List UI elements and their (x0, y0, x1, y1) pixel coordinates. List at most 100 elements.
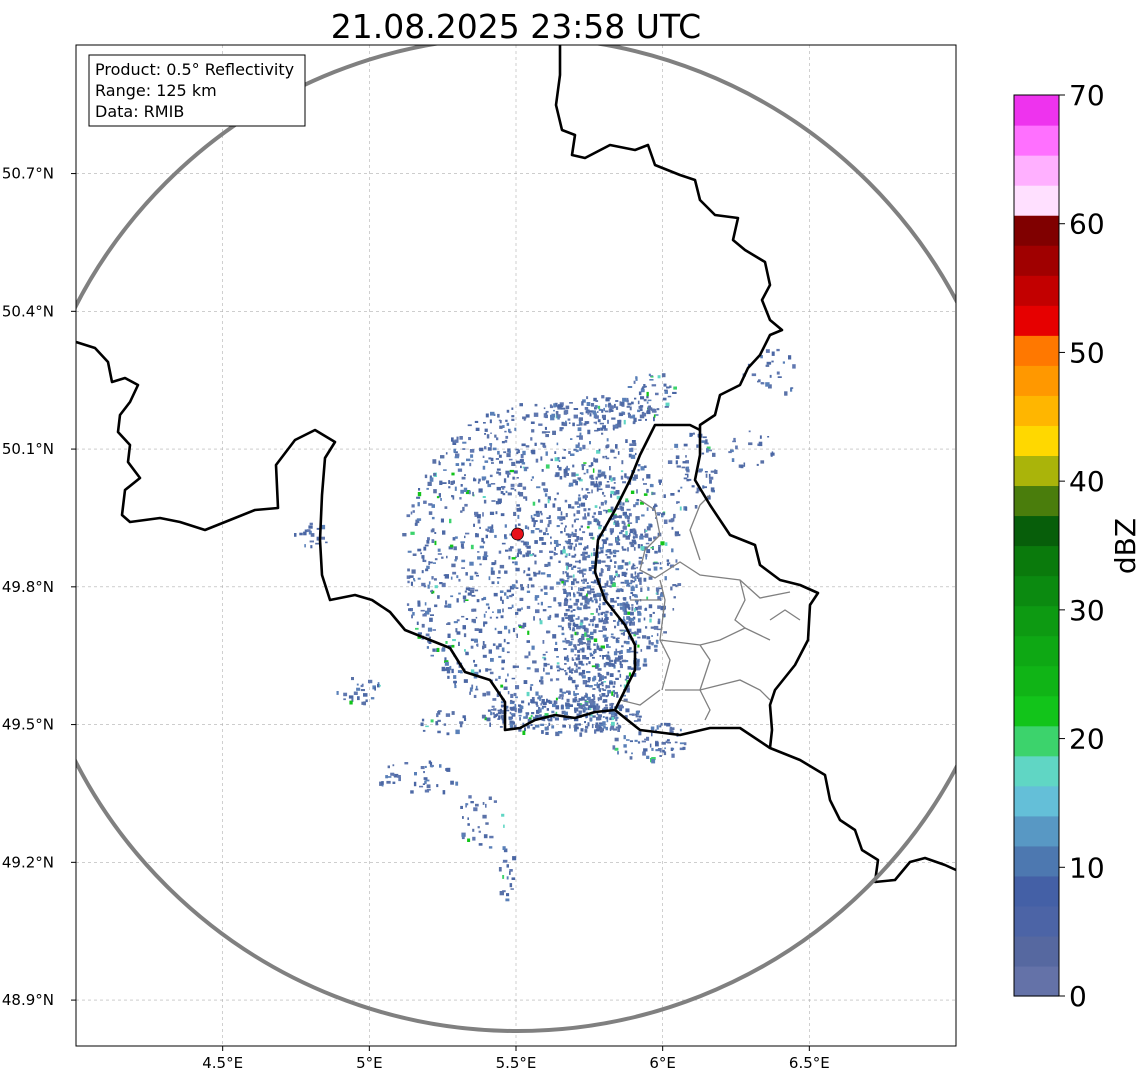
echo-pixel (602, 491, 605, 495)
echo-pixel (430, 654, 434, 657)
echo-pixel (627, 547, 629, 552)
echo-pixel (614, 659, 617, 663)
echo-pixel (576, 700, 580, 703)
echo-pixel (444, 574, 449, 579)
echo-pixel (619, 629, 624, 632)
echo-pixel (622, 548, 627, 551)
echo-pixel (481, 598, 484, 601)
echo-pixel (634, 631, 637, 634)
echo-pixel (554, 717, 559, 721)
echo-pixel (548, 519, 552, 525)
echo-pixel (638, 419, 642, 421)
echo-pixel (515, 580, 518, 584)
echo-pixel (431, 539, 435, 543)
echo-pixel (613, 651, 618, 656)
echo-pixel (546, 574, 551, 578)
echo-pixel (583, 508, 587, 512)
echo-pixel (635, 502, 639, 506)
echo-pixel (629, 621, 632, 626)
echo-pixel (406, 603, 410, 606)
echo-pixel (550, 715, 553, 720)
echo-pixel (483, 422, 486, 424)
echo-pixel (410, 790, 414, 794)
echo-pixel (702, 486, 707, 489)
echo-pixel (653, 625, 659, 630)
echo-pixel (620, 588, 624, 592)
echo-pixel (566, 657, 570, 662)
echo-pixel (539, 698, 541, 701)
echo-pixel (561, 691, 566, 694)
echo-pixel (657, 621, 661, 625)
echo-pixel (637, 464, 641, 467)
echo-pixel (564, 637, 567, 640)
echo-pixel (565, 580, 569, 583)
echo-pixel (509, 469, 514, 473)
echo-pixel (587, 722, 590, 727)
echo-pixel (365, 699, 368, 703)
echo-pixel (575, 473, 579, 476)
echo-pixel (646, 645, 651, 650)
lon-tick-label: 6.5°E (789, 1054, 830, 1072)
echo-pixel (585, 684, 589, 688)
echo-pixel (465, 652, 469, 656)
echo-pixel (465, 803, 469, 806)
echo-pixel (632, 563, 635, 566)
echo-pixel (489, 722, 491, 727)
echo-pixel (482, 556, 488, 561)
echo-pixel (639, 581, 642, 585)
echo-pixel (622, 694, 626, 697)
echo-pixel (614, 405, 616, 409)
echo-pixel (609, 728, 614, 730)
echo-pixel (536, 705, 539, 707)
echo-pixel (549, 550, 554, 553)
colorbar-tick-label: 30 (1069, 594, 1105, 627)
colorbar-tick-label: 10 (1069, 851, 1105, 884)
echo-pixel (611, 530, 614, 534)
echo-pixel (559, 694, 564, 697)
echo-pixel (656, 640, 659, 644)
echo-pixel (462, 441, 467, 444)
echo-pixel (566, 595, 568, 598)
echo-pixel (496, 713, 499, 716)
echo-pixel (429, 761, 433, 766)
echo-pixel (497, 581, 500, 584)
echo-pixel (550, 541, 552, 545)
echo-pixel (558, 560, 561, 563)
echo-pixel (535, 458, 539, 463)
echo-pixel (416, 621, 419, 625)
echo-pixel (626, 689, 630, 693)
echo-pixel (481, 537, 484, 543)
echo-pixel (644, 465, 647, 468)
echo-pixel (462, 448, 466, 450)
colorbar-segment (1014, 815, 1059, 847)
echo-pixel (596, 711, 599, 716)
echo-pixel (454, 486, 457, 491)
echo-pixel (508, 428, 511, 433)
echo-pixel (580, 602, 583, 606)
echo-pixel (544, 488, 548, 492)
echo-pixel (534, 520, 538, 522)
echo-pixel (485, 611, 487, 613)
echo-pixel (486, 717, 491, 722)
echo-pixel (477, 481, 480, 484)
echo-pixel (509, 869, 513, 872)
echo-pixel (626, 621, 629, 624)
echo-pixel (511, 461, 516, 466)
echo-pixel (523, 680, 528, 684)
echo-pixel (631, 539, 636, 542)
colorbar-segment (1014, 965, 1059, 997)
echo-pixel (516, 477, 519, 479)
echo-pixel (499, 891, 504, 896)
echo-pixel (587, 606, 591, 609)
echo-pixel (460, 489, 464, 494)
echo-pixel (543, 657, 547, 661)
echo-pixel (504, 430, 507, 433)
echo-pixel (593, 638, 598, 642)
radar-site-marker[interactable] (511, 527, 524, 541)
echo-pixel (634, 608, 636, 612)
echo-pixel (758, 379, 761, 382)
echo-pixel (595, 415, 599, 419)
echo-pixel (465, 651, 469, 654)
echo-pixel (647, 406, 651, 411)
echo-pixel (557, 507, 561, 511)
